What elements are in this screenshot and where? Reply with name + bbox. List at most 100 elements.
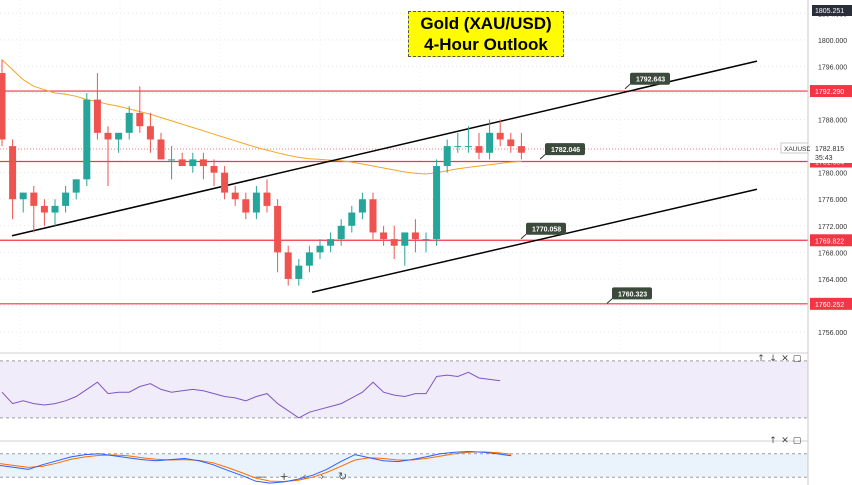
candle-body — [136, 112, 144, 127]
title-line-2: 4-Hour Outlook — [424, 35, 548, 54]
horizontal-levels — [0, 90, 808, 305]
level-price-tag-label: 1760.252 — [815, 302, 844, 309]
level-price-tag-label: 1781.684 — [815, 159, 844, 166]
chart-title: Gold (XAU/USD) 4-Hour Outlook — [408, 11, 564, 57]
candle-body — [9, 146, 17, 200]
zoom-out-icon[interactable]: — — [255, 470, 270, 483]
candle-body — [210, 166, 218, 173]
candle-body — [305, 252, 313, 266]
price-tick-label: 1788.000 — [818, 118, 847, 125]
price-tick-label: 1756.000 — [818, 330, 847, 337]
candle-body — [62, 192, 70, 206]
scroll-left-icon[interactable]: ‹ — [302, 470, 311, 483]
level-price-tag — [810, 234, 852, 247]
annotation-box — [612, 287, 652, 300]
candle-body — [284, 252, 292, 279]
candle-body — [125, 112, 133, 133]
candle-body — [72, 179, 80, 193]
price-tick-label: 1800.000 — [818, 38, 847, 45]
title-line-1: Gold (XAU/USD) — [420, 14, 552, 33]
candle-body — [443, 146, 451, 167]
scroll-right-icon[interactable]: › — [320, 470, 329, 483]
annotation-label: 1770.058 — [532, 227, 561, 234]
candle-body — [51, 205, 59, 213]
move-up-icon[interactable]: ↑ — [769, 436, 777, 446]
level-price-tag — [810, 297, 852, 310]
price-tick-label: 1772.000 — [818, 224, 847, 231]
level-price-tag — [810, 85, 852, 98]
stoch-d-line — [0, 451, 512, 483]
candle-body — [475, 146, 483, 153]
candle-body — [221, 172, 229, 193]
candle-body — [464, 146, 472, 148]
price-tick-label: 1796.000 — [818, 64, 847, 71]
bottom-toolbar: — + ‹ › ↻ — [255, 470, 353, 483]
upper-trendline — [11, 60, 758, 237]
stoch-pane-controls: ↑ ✕ ▢ — [767, 436, 803, 446]
candle-body — [380, 232, 388, 240]
trend-channel — [11, 60, 758, 293]
price-tick-label: 1776.000 — [818, 197, 847, 204]
rsi-line — [1, 371, 501, 419]
rsi-band — [0, 360, 808, 418]
moving-average-line — [1, 59, 522, 175]
maximize-icon[interactable]: ▢ — [792, 436, 802, 446]
candle-body — [115, 132, 123, 140]
annotation-label: 1760.323 — [618, 291, 647, 298]
candle-body — [369, 199, 377, 233]
annotation-box — [545, 143, 585, 156]
zoom-in-icon[interactable]: + — [279, 470, 293, 483]
price-axis: 1804.0001800.0001796.0001792.0001788.000… — [780, 0, 852, 485]
candle-body — [422, 239, 430, 241]
move-up-icon[interactable]: ↑ — [757, 354, 765, 364]
candle-body — [168, 159, 176, 161]
candle-body — [252, 192, 260, 213]
candle-body — [316, 245, 324, 253]
candle-body — [507, 139, 515, 147]
top-price-tag — [812, 5, 852, 16]
stoch-k-line — [0, 450, 512, 484]
current-price-tag-label: 1782.815 — [815, 146, 844, 153]
candle-body — [93, 99, 101, 133]
candle-body — [486, 132, 494, 153]
countdown-label: 35:43 — [815, 155, 833, 162]
price-annotations: 1792.643 1782.046 1770.058 1760.323 — [520, 72, 670, 304]
reset-icon[interactable]: ↻ — [338, 470, 352, 483]
candle-body — [496, 132, 504, 140]
candle-body — [517, 146, 525, 153]
stochastic-pane: 80.000.00 — [0, 440, 852, 485]
moving-average-polyline — [1, 59, 522, 175]
symbol-tag-label: XAUUSD — [784, 146, 811, 153]
close-icon[interactable]: ✕ — [781, 354, 789, 364]
annotation-label: 1792.643 — [636, 77, 665, 84]
candle-body — [104, 132, 112, 140]
candle-body — [348, 212, 356, 226]
candle-body — [327, 239, 335, 246]
candle-body — [83, 99, 91, 180]
candle-body — [242, 199, 250, 213]
candle-body — [358, 199, 366, 213]
maximize-icon[interactable]: ▢ — [792, 354, 802, 364]
candle-body — [178, 159, 186, 167]
candle-body — [19, 192, 27, 200]
lower-trendline — [311, 188, 758, 293]
candle-body — [263, 192, 271, 206]
candle-body — [0, 73, 6, 140]
level-price-tag-label: 1792.290 — [815, 89, 844, 96]
candle-body — [454, 146, 462, 148]
close-icon[interactable]: ✕ — [781, 436, 789, 446]
annotation-box — [630, 72, 670, 85]
rsi-pane: 60.0040.00 — [0, 352, 852, 425]
candle-body — [337, 225, 345, 240]
candlesticks — [0, 59, 525, 286]
candle-body — [189, 159, 197, 167]
annotation-label: 1782.046 — [551, 147, 580, 154]
candle-body — [433, 166, 441, 240]
candle-body — [146, 126, 154, 140]
annotation-box — [526, 222, 566, 235]
move-down-icon[interactable]: ↓ — [769, 354, 777, 364]
candle-body — [274, 205, 282, 253]
price-tick-label: 1768.000 — [818, 250, 847, 257]
symbol-tag — [780, 142, 809, 154]
